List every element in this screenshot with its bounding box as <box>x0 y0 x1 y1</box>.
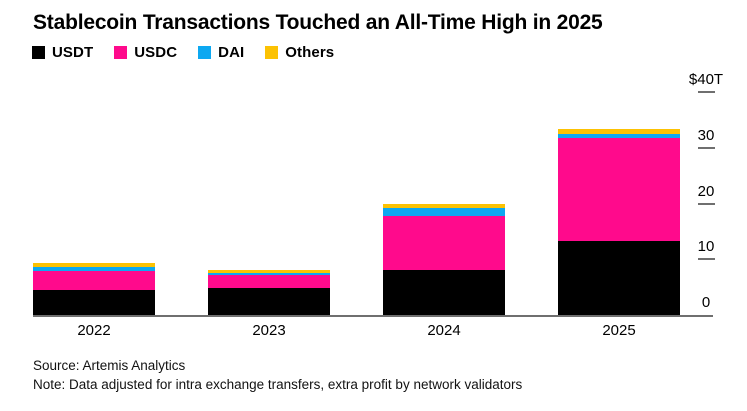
y-axis-tick-dash-30 <box>697 146 715 149</box>
x-axis-label-2024: 2024 <box>427 322 461 339</box>
bar-segment-2022-dai <box>33 267 155 271</box>
y-axis-tick-label-30: 30 <box>697 126 715 144</box>
bar-segment-2024-dai <box>383 207 505 217</box>
chart-title: Stablecoin Transactions Touched an All-T… <box>33 11 603 34</box>
bar-segment-2023-others <box>208 269 330 273</box>
x-axis-label-2023: 2023 <box>252 322 286 339</box>
legend-label: USDT <box>52 44 94 61</box>
y-axis-tick-dash-10 <box>697 258 715 261</box>
note-line: Note: Data adjusted for intra exchange t… <box>33 377 523 392</box>
y-axis-tick-label-40: $40T <box>688 71 724 88</box>
x-axis-label-2025: 2025 <box>602 322 636 339</box>
legend-swatch-icon <box>32 46 45 59</box>
legend-item-others: Others <box>265 44 334 61</box>
x-axis-label-2022: 2022 <box>77 322 111 339</box>
bar-segment-2024-usdc <box>383 216 505 271</box>
bar-segment-2022-usdt <box>33 290 155 315</box>
y-axis-tick-dash-40 <box>697 91 715 93</box>
x-axis-baseline <box>33 315 713 317</box>
bar-segment-2023-usdc <box>208 275 330 288</box>
bar-segment-2022-others <box>33 262 155 268</box>
legend-item-usdc: USDC <box>114 44 177 61</box>
legend-swatch-icon <box>114 46 128 59</box>
legend-label: Others <box>285 44 335 61</box>
bar-segment-2023-usdt <box>208 287 330 315</box>
legend-swatch-icon <box>265 46 279 59</box>
bar-segment-2024-others <box>383 204 505 208</box>
legend-swatch-icon <box>198 46 212 59</box>
y-axis-tick-label-10: 10 <box>697 238 715 256</box>
y-axis-tick-label-0: 0 <box>701 294 711 311</box>
bar-segment-2025-others <box>558 129 680 134</box>
y-axis-tick-label-20: 20 <box>697 182 715 200</box>
legend-label: USDC <box>134 44 178 61</box>
source-line: Source: Artemis Analytics <box>33 358 186 373</box>
bar-segment-2025-usdc <box>558 138 680 241</box>
bar-segment-2024-usdt <box>383 270 505 315</box>
bar-segment-2022-usdc <box>33 270 155 291</box>
source-note: Source: Artemis Analytics Note: Data adj… <box>33 356 522 394</box>
bar-segment-2025-usdt <box>558 240 680 315</box>
legend-label: DAI <box>218 44 245 61</box>
legend-item-usdt: USDT <box>32 44 93 61</box>
bar-segment-2023-dai <box>208 272 330 276</box>
y-axis-tick-dash-20 <box>697 202 715 205</box>
legend: USDT USDC DAI Others <box>32 44 334 61</box>
bar-segment-2025-dai <box>558 133 680 139</box>
legend-item-dai: DAI <box>198 44 244 61</box>
